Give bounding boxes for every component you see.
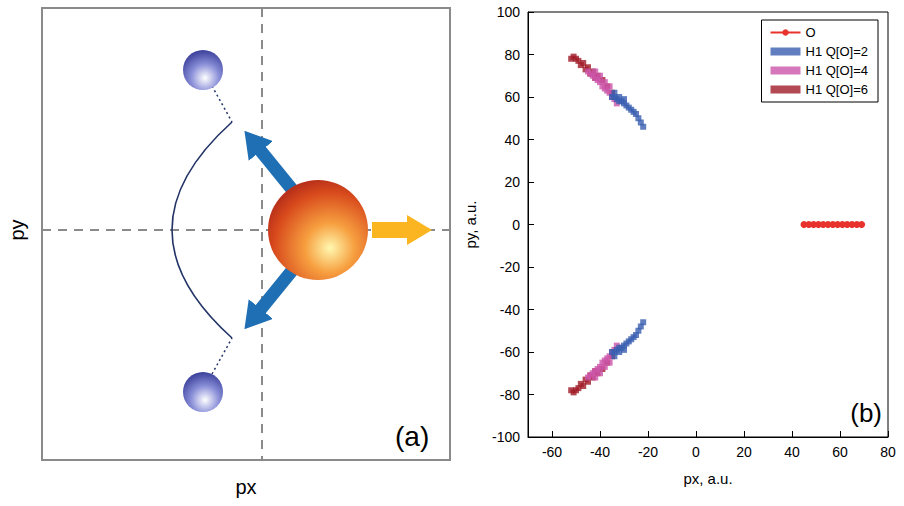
svg-text:-20: -20 bbox=[638, 444, 658, 460]
svg-text:py: py bbox=[6, 219, 28, 240]
svg-text:80: 80 bbox=[880, 444, 896, 460]
svg-text:100: 100 bbox=[497, 4, 521, 20]
svg-text:80: 80 bbox=[504, 47, 520, 63]
svg-text:H1 Q[O]=4: H1 Q[O]=4 bbox=[806, 63, 869, 78]
svg-text:(b): (b) bbox=[850, 398, 882, 428]
svg-text:-40: -40 bbox=[590, 444, 610, 460]
svg-text:20: 20 bbox=[736, 444, 752, 460]
svg-text:-20: -20 bbox=[500, 259, 520, 275]
svg-text:-60: -60 bbox=[500, 344, 520, 360]
svg-text:0: 0 bbox=[692, 444, 700, 460]
svg-text:-100: -100 bbox=[492, 429, 520, 445]
svg-text:O: O bbox=[806, 25, 816, 40]
svg-text:60: 60 bbox=[832, 444, 848, 460]
svg-text:-80: -80 bbox=[500, 387, 520, 403]
svg-text:20: 20 bbox=[504, 174, 520, 190]
svg-text:40: 40 bbox=[784, 444, 800, 460]
svg-text:px, a.u.: px, a.u. bbox=[683, 470, 732, 487]
svg-text:0: 0 bbox=[512, 217, 520, 233]
svg-text:-40: -40 bbox=[500, 302, 520, 318]
svg-text:px: px bbox=[235, 476, 256, 498]
svg-text:-60: -60 bbox=[542, 444, 562, 460]
svg-text:(a): (a) bbox=[395, 421, 429, 452]
svg-text:py, a.u.: py, a.u. bbox=[462, 200, 479, 248]
svg-text:H1 Q[O]=2: H1 Q[O]=2 bbox=[806, 44, 869, 59]
svg-text:60: 60 bbox=[504, 89, 520, 105]
svg-text:H1 Q[O]=6: H1 Q[O]=6 bbox=[806, 82, 869, 97]
svg-text:40: 40 bbox=[504, 132, 520, 148]
